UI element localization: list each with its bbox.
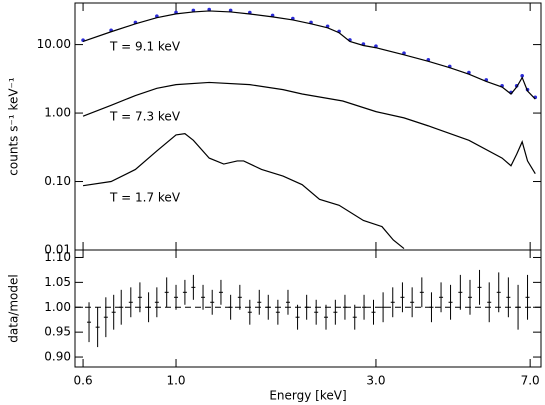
x-tick-label: 1.0 — [166, 374, 185, 388]
model-line — [82, 81, 536, 175]
x-tick-label: 0.6 — [74, 374, 93, 388]
plot-frame — [74, 249, 542, 368]
y-tick-label: 1.10 — [44, 250, 71, 264]
curve-label: T = 9.1 keV — [109, 40, 181, 54]
curve-label: T = 1.7 keV — [109, 191, 181, 205]
y-tick-label: 1.00 — [44, 106, 71, 120]
curve-label: T = 7.3 keV — [109, 110, 181, 124]
x-axis-label: Energy [keV] — [269, 389, 346, 403]
data-point — [520, 74, 524, 78]
y-axis-label: data/model — [7, 274, 21, 342]
model-line — [82, 133, 405, 250]
x-tick-label: 3.0 — [366, 374, 385, 388]
y-tick-label: 0.01 — [44, 243, 71, 257]
y-tick-label: 1.00 — [44, 300, 71, 314]
y-tick-label: 0.90 — [44, 350, 71, 364]
y-tick-label: 0.10 — [44, 174, 71, 188]
y-tick-label: 1.05 — [44, 275, 71, 289]
y-tick-label: 0.95 — [44, 325, 71, 339]
y-tick-label: 10.00 — [37, 37, 71, 51]
x-tick-label: 7.0 — [521, 374, 540, 388]
model-line — [82, 10, 536, 100]
y-axis-label: counts s⁻¹ keV⁻¹ — [7, 77, 21, 176]
